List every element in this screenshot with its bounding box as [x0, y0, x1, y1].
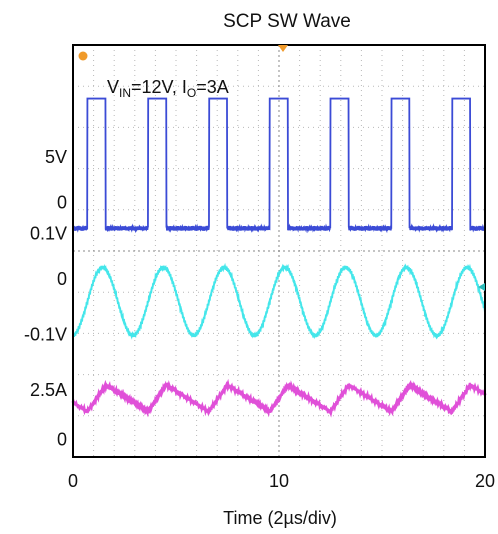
x-axis-label: Time (2µs/div): [223, 508, 337, 528]
x-tick-label: 0: [68, 471, 78, 491]
y-tick-label: -0.1V: [24, 324, 67, 344]
trigger-position-icon: [278, 45, 288, 52]
series-output-ripple-trace: [72, 262, 486, 340]
scope-markers: [78, 45, 485, 291]
y-tick-label: 2.5A: [30, 380, 67, 400]
y-tick-label: 5V: [45, 147, 67, 167]
x-tick-label: 10: [269, 471, 289, 491]
plot-area: [71, 44, 487, 458]
trigger-level-icon: [478, 283, 485, 291]
annotation-label: VIN=12V, IO=3A: [107, 77, 229, 100]
x-tick-labels: 0 10 20: [68, 471, 495, 491]
y-tick-label: 0.1V: [30, 223, 67, 243]
traces: [71, 97, 487, 418]
y-tick-label: 0: [57, 429, 67, 449]
y-tick-labels: 5V 0 0.1V 0 -0.1V 2.5A 0: [24, 147, 67, 449]
channel-marker-icon: [78, 51, 88, 61]
y-tick-label: 0: [57, 193, 67, 213]
x-tick-label: 20: [475, 471, 495, 491]
chart-title: SCP SW Wave: [223, 11, 351, 32]
series-inductor-current-trace: [71, 378, 487, 418]
y-tick-label: 0: [57, 269, 67, 289]
grid: [73, 45, 485, 457]
series-switch-node-trace: [72, 97, 486, 234]
